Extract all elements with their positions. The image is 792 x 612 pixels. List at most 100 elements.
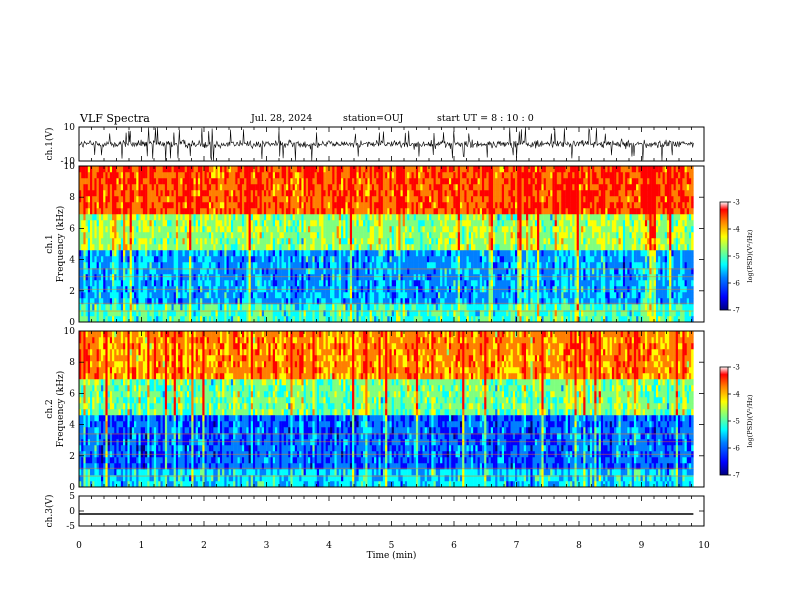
ch1-spectrogram-cell — [468, 184, 472, 191]
ch1-spectrogram-cell — [413, 316, 417, 323]
ch1-spectrogram-cell — [266, 238, 269, 245]
ch1-spectrogram-cell — [325, 280, 329, 287]
ch1-spectrogram-cell — [149, 256, 152, 263]
ch1-spectrogram-cell — [431, 262, 434, 269]
ch1-spectrogram-cell — [162, 316, 166, 323]
ch1-spectrogram-cell — [349, 256, 353, 263]
ch1-spectrogram-cell — [169, 232, 172, 239]
ch1-spectrogram-cell — [237, 280, 240, 287]
ch1-spectrogram-cell — [226, 184, 229, 191]
ch1-spectrogram-cell — [413, 244, 417, 251]
ch1-spectrogram-cell — [224, 262, 227, 269]
ch1-spectrogram-cell — [404, 172, 408, 179]
ch1-spectrogram-cell — [338, 202, 342, 209]
ch1-spectrogram-cell — [116, 244, 119, 251]
ch1-spectrogram-cell — [101, 184, 104, 191]
ch1-spectrogram-cell — [85, 280, 89, 287]
ch1-spectrogram-cell — [244, 202, 247, 209]
ch1-spectrogram-cell — [98, 310, 102, 317]
ch1-spectrogram-cell — [396, 316, 399, 323]
ch1-spectrogram-cell — [138, 280, 141, 287]
ch1-spectrogram-cell — [358, 220, 362, 227]
ch1-spectrogram-cell — [142, 202, 146, 209]
ch1-spectrogram-cell — [466, 208, 470, 215]
ch1-spectrogram-cell — [418, 310, 421, 317]
ch1-spectrogram-cell — [250, 238, 254, 245]
ch1-spectrogram-cell — [266, 304, 269, 311]
ch1-spectrogram-cell — [191, 208, 194, 215]
ch1-spectrogram-cell — [431, 232, 434, 239]
ch1-spectrogram-cell — [453, 172, 456, 179]
ch1-spectrogram-cell — [442, 184, 445, 191]
ch1-spectrogram-cell — [277, 268, 280, 275]
ch1-spectrogram-cell — [162, 256, 166, 263]
ch1-spectrogram-cell — [424, 178, 428, 185]
ch1-spectrogram-cell — [208, 166, 212, 173]
ch1-spectrogram-cell — [149, 298, 152, 305]
ch1-spectrogram-cell — [294, 310, 298, 317]
ch1-spectrogram-cell — [418, 256, 421, 263]
ch1-spectrogram-cell — [96, 166, 100, 173]
ch1-spectrogram-cell — [312, 310, 315, 317]
ch1-spectrogram-cell — [490, 262, 494, 269]
ch1-spectrogram-cell — [365, 292, 368, 299]
ch1-spectrogram-cell — [391, 196, 395, 203]
ch1-spectrogram-cell — [323, 256, 326, 263]
ch1-spectrogram-cell — [219, 232, 223, 239]
ch1-spectrogram-cell — [332, 166, 335, 173]
ch1-spectrogram-cell — [371, 178, 375, 185]
ch1-spectrogram-cell — [193, 238, 196, 245]
ch1-spectrogram-cell — [387, 232, 390, 239]
ch1-spectrogram-cell — [334, 238, 337, 245]
ch1-spectrogram-cell — [197, 238, 201, 245]
ch1-spectrogram-cell — [470, 238, 474, 245]
ch1-spectrogram-cell — [87, 268, 91, 275]
ch1-spectrogram-cell — [283, 304, 287, 311]
ch1-spectrogram-cell — [343, 208, 346, 215]
ch1-spectrogram-cell — [319, 298, 322, 305]
ch1-spectrogram-cell — [411, 238, 414, 245]
ch1-spectrogram-cell — [292, 214, 296, 221]
ch1-spectrogram-cell — [486, 244, 489, 251]
ch1-spectrogram-cell — [385, 190, 388, 197]
ch1-spectrogram-cell — [448, 244, 452, 251]
ch1-spectrogram-cell — [222, 238, 225, 245]
ch1-spectrogram-cell — [279, 292, 282, 299]
ch1-spectrogram-cell — [129, 310, 133, 317]
ch1-spectrogram-cell — [92, 184, 95, 191]
ch1-spectrogram-cell — [462, 280, 465, 287]
ch1-spectrogram-cell — [308, 280, 311, 287]
ch1-spectrogram-cell — [180, 262, 183, 269]
ch1-spectrogram-cell — [319, 196, 322, 203]
ch1-spectrogram-cell — [420, 196, 423, 203]
ch1-spectrogram-cell — [451, 268, 454, 275]
ch1-spectrogram-cell — [156, 208, 159, 215]
ch1-spectrogram-cell — [453, 202, 456, 209]
ch1-spectrogram-cell — [418, 238, 421, 245]
ch1-spectrogram-cell — [444, 304, 447, 311]
ch1-spectrogram-cell — [257, 202, 260, 209]
ch1-spectrogram-cell — [171, 256, 174, 263]
ch1-spectrogram-cell — [358, 256, 362, 263]
ch1-spectrogram-cell — [330, 316, 333, 323]
ch1-spectrogram-cell — [484, 166, 487, 173]
ch1-spectrogram-cell — [96, 208, 100, 215]
ch1-spectrogram-cell — [459, 238, 463, 245]
ch1-spectrogram-cell — [272, 244, 276, 251]
ch1-spectrogram-cell — [156, 298, 159, 305]
ch1-spectrogram-cell — [409, 232, 412, 239]
ch1-spectrogram-cell — [323, 184, 326, 191]
ch1-spectrogram-cell — [363, 238, 366, 245]
ch1-spectrogram-cell — [325, 208, 329, 215]
ch1-spectrogram-cell — [440, 250, 443, 257]
ch1-spectrogram-cell — [323, 166, 326, 173]
ch1-spectrogram-cell — [360, 202, 364, 209]
ch1-spectrogram-cell — [283, 178, 287, 185]
ch1-spectrogram-cell — [90, 232, 93, 239]
ch1-spectrogram-cell — [431, 256, 434, 263]
ch1-spectrogram-cell — [332, 238, 335, 245]
ch1-spectrogram-cell — [464, 268, 467, 275]
ch1-spectrogram-cell — [274, 166, 278, 173]
ch1-spectrogram-cell — [292, 262, 296, 269]
ch1-spectrogram-cell — [182, 220, 185, 227]
